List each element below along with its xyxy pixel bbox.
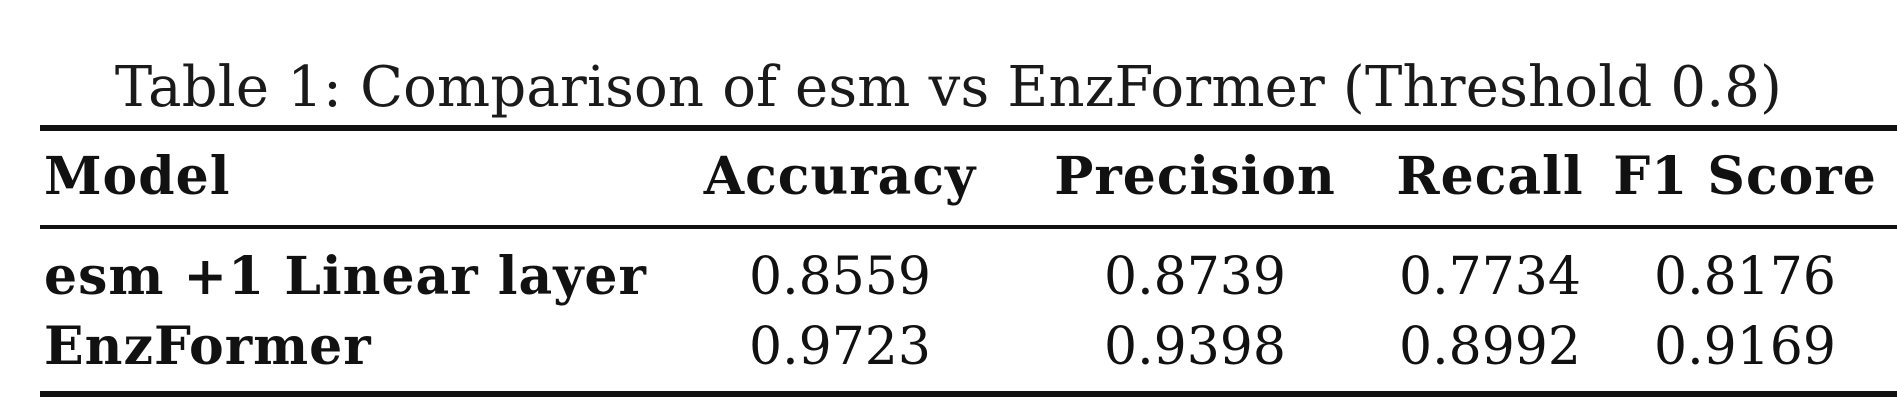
- cell-accuracy: 0.8559: [749, 247, 931, 307]
- header-f1-score: F1 Score: [1613, 146, 1877, 207]
- cell-accuracy: 0.9723: [749, 317, 931, 377]
- mid-rule: [40, 225, 1897, 229]
- bottom-rule: [40, 391, 1897, 397]
- row-model-name: esm +1 Linear layer: [44, 246, 647, 307]
- header-model: Model: [44, 146, 231, 207]
- cell-precision: 0.8739: [1104, 247, 1286, 307]
- row-model-name: EnzFormer: [44, 316, 372, 377]
- top-rule: [40, 125, 1897, 131]
- header-accuracy: Accuracy: [703, 146, 977, 207]
- header-recall: Recall: [1396, 146, 1584, 207]
- cell-recall: 0.8992: [1399, 317, 1581, 377]
- table-caption: Table 1: Comparison of esm vs EnzFormer …: [114, 55, 1783, 120]
- cell-recall: 0.7734: [1399, 247, 1581, 307]
- header-precision: Precision: [1054, 146, 1336, 207]
- cell-precision: 0.9398: [1104, 317, 1286, 377]
- cell-f1-score: 0.9169: [1654, 317, 1836, 377]
- cell-f1-score: 0.8176: [1654, 247, 1836, 307]
